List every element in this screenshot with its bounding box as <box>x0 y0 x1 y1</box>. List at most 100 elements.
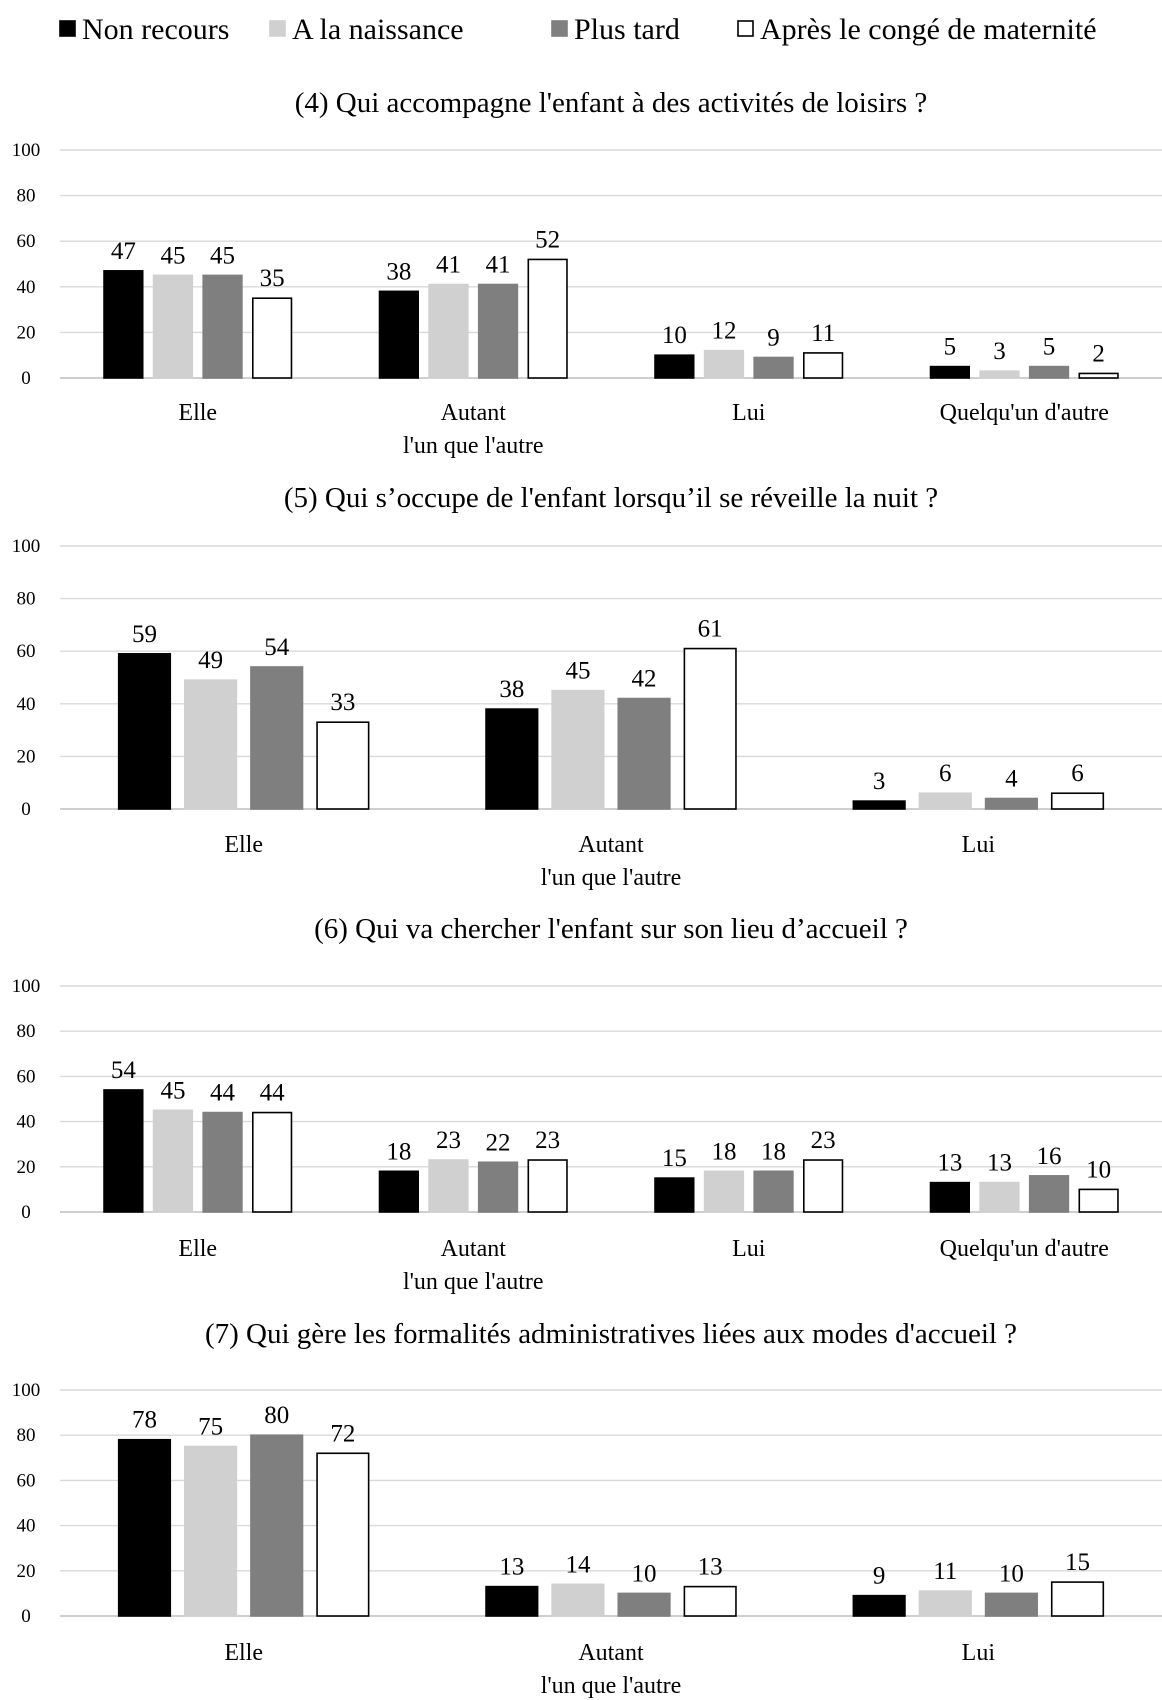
data-label: 16 <box>1037 1143 1062 1170</box>
chart-title: (4) Qui accompagne l'enfant à des activi… <box>295 87 928 119</box>
bar-plus-tard-autant-l-un-que-l-autre <box>617 1592 671 1617</box>
bar-a-la-naissance-elle <box>184 679 238 810</box>
data-label: 10 <box>1086 1156 1111 1183</box>
data-label: 6 <box>1071 760 1084 787</box>
data-label: 80 <box>264 1402 289 1429</box>
data-label: 3 <box>873 768 886 795</box>
bar-apres-le-conge-de-maternite-autant-l-un-que-l-autre <box>527 258 568 379</box>
data-label: 11 <box>811 320 835 347</box>
bar-apres-le-conge-de-maternite-elle <box>316 1452 370 1617</box>
y-tick-label: 0 <box>21 1606 31 1627</box>
bar-apres-le-conge-de-maternite-autant-l-un-que-l-autre <box>527 1159 568 1213</box>
legend-item-non-recours: Non recours <box>59 13 229 46</box>
data-label: 44 <box>210 1080 236 1107</box>
data-label: 78 <box>132 1407 157 1434</box>
data-label: 45 <box>160 1077 185 1104</box>
bar-a-la-naissance-quelqu-un-d-autre <box>979 1181 1020 1213</box>
data-label: 42 <box>632 666 657 693</box>
y-tick-label: 80 <box>17 1425 36 1446</box>
data-label: 49 <box>198 647 223 674</box>
data-label: 18 <box>761 1138 786 1165</box>
data-label: 5 <box>1043 334 1056 361</box>
bar-non-recours-elle <box>117 1438 172 1617</box>
bars: 78 75 80 72 13 14 10 13 9 11 10 15 <box>117 1402 1105 1617</box>
bar-plus-tard-lui <box>984 1592 1038 1617</box>
bar-a-la-naissance-lui <box>918 1590 972 1617</box>
gridlines <box>60 545 1162 810</box>
bar-apres-le-conge-de-maternite-elle <box>251 297 293 379</box>
data-label: 44 <box>260 1080 286 1107</box>
bar-a-la-naissance-autant-l-un-que-l-autre <box>428 283 469 379</box>
y-tick-label: 60 <box>17 641 36 662</box>
category-label: Lui <box>962 832 996 858</box>
y-tick-label: 0 <box>21 799 31 820</box>
y-tick-label: 60 <box>17 231 36 252</box>
bar-apres-le-conge-de-maternite-elle <box>251 1111 293 1213</box>
chart-3: (6) Qui va chercher l'enfant sur son lie… <box>12 913 1162 1295</box>
bar-apres-le-conge-de-maternite-lui <box>802 1159 844 1213</box>
y-tick-label: 60 <box>17 1066 36 1087</box>
bar-non-recours-quelqu-un-d-autre <box>929 1181 971 1213</box>
bar-plus-tard-autant-l-un-que-l-autre <box>477 283 519 379</box>
bar-a-la-naissance-lui <box>703 349 745 379</box>
y-tick-label: 40 <box>17 694 36 715</box>
data-label: 41 <box>486 252 511 279</box>
bar-plus-tard-elle <box>202 274 243 379</box>
legend-item-plus-tard: Plus tard <box>551 13 680 46</box>
data-label: 13 <box>698 1554 723 1581</box>
bar-non-recours-autant-l-un-que-l-autre <box>485 708 539 810</box>
data-label: 23 <box>811 1127 836 1154</box>
data-label: 13 <box>987 1150 1012 1177</box>
bar-plus-tard-autant-l-un-que-l-autre <box>477 1161 519 1213</box>
bar-non-recours-autant-l-un-que-l-autre <box>378 290 420 379</box>
category-label: Autant l'un que l'autre <box>403 1236 544 1295</box>
data-label: 75 <box>198 1414 223 1441</box>
bars: 54 45 44 44 18 23 22 23 15 18 18 23 13 13 16 10 <box>103 1057 1119 1213</box>
data-label: 23 <box>535 1127 560 1154</box>
y-tick-label: 20 <box>17 1561 36 1582</box>
bar-non-recours-quelqu-un-d-autre <box>929 365 971 379</box>
data-label: 4 <box>1005 765 1018 792</box>
data-label: 13 <box>499 1554 524 1581</box>
data-label: 15 <box>1065 1549 1090 1576</box>
data-label: 10 <box>662 322 687 349</box>
category-label: Lui <box>732 1236 766 1262</box>
data-label: 33 <box>330 689 355 716</box>
y-tick-label: 100 <box>12 536 41 557</box>
bar-apres-le-conge-de-maternite-elle <box>316 721 370 810</box>
bar-non-recours-elle <box>117 653 172 810</box>
data-label: 54 <box>264 634 290 661</box>
bar-apres-le-conge-de-maternite-quelqu-un-d-autre <box>1078 1188 1119 1213</box>
category-label: Lui <box>962 1640 996 1666</box>
data-label: 45 <box>565 658 590 685</box>
gridlines <box>60 149 1162 379</box>
data-label: 15 <box>662 1145 687 1172</box>
category-label: Autant l'un que l'autre <box>541 1640 682 1699</box>
bar-a-la-naissance-quelqu-un-d-autre <box>979 370 1020 379</box>
category-label: Quelqu'un d'autre <box>940 1236 1109 1262</box>
data-label: 9 <box>767 324 780 351</box>
bar-plus-tard-quelqu-un-d-autre <box>1028 1175 1070 1213</box>
data-label: 3 <box>993 338 1006 365</box>
bar-apres-le-conge-de-maternite-autant-l-un-que-l-autre <box>683 1585 737 1617</box>
data-label: 61 <box>698 616 723 643</box>
data-label: 54 <box>111 1057 137 1084</box>
gridlines <box>60 985 1162 1213</box>
legend-label: Après le congé de maternité <box>760 13 1097 46</box>
data-label: 22 <box>486 1129 511 1156</box>
y-tick-label: 100 <box>12 140 41 161</box>
y-tick-label: 40 <box>17 277 36 298</box>
legend-swatch <box>59 20 76 37</box>
bar-non-recours-autant-l-un-que-l-autre <box>378 1170 420 1213</box>
legend: Non recours A la naissance Plus tard Après … <box>59 13 1097 46</box>
category-label: Elle <box>224 832 263 858</box>
data-label: 35 <box>260 265 285 292</box>
bar-apres-le-conge-de-maternite-lui <box>802 352 844 379</box>
bar-a-la-naissance-elle <box>152 274 194 379</box>
data-label: 6 <box>939 760 952 787</box>
data-label: 10 <box>632 1560 657 1587</box>
y-tick-label: 40 <box>17 1516 36 1537</box>
data-label: 5 <box>944 334 957 361</box>
bar-plus-tard-lui <box>753 356 794 379</box>
